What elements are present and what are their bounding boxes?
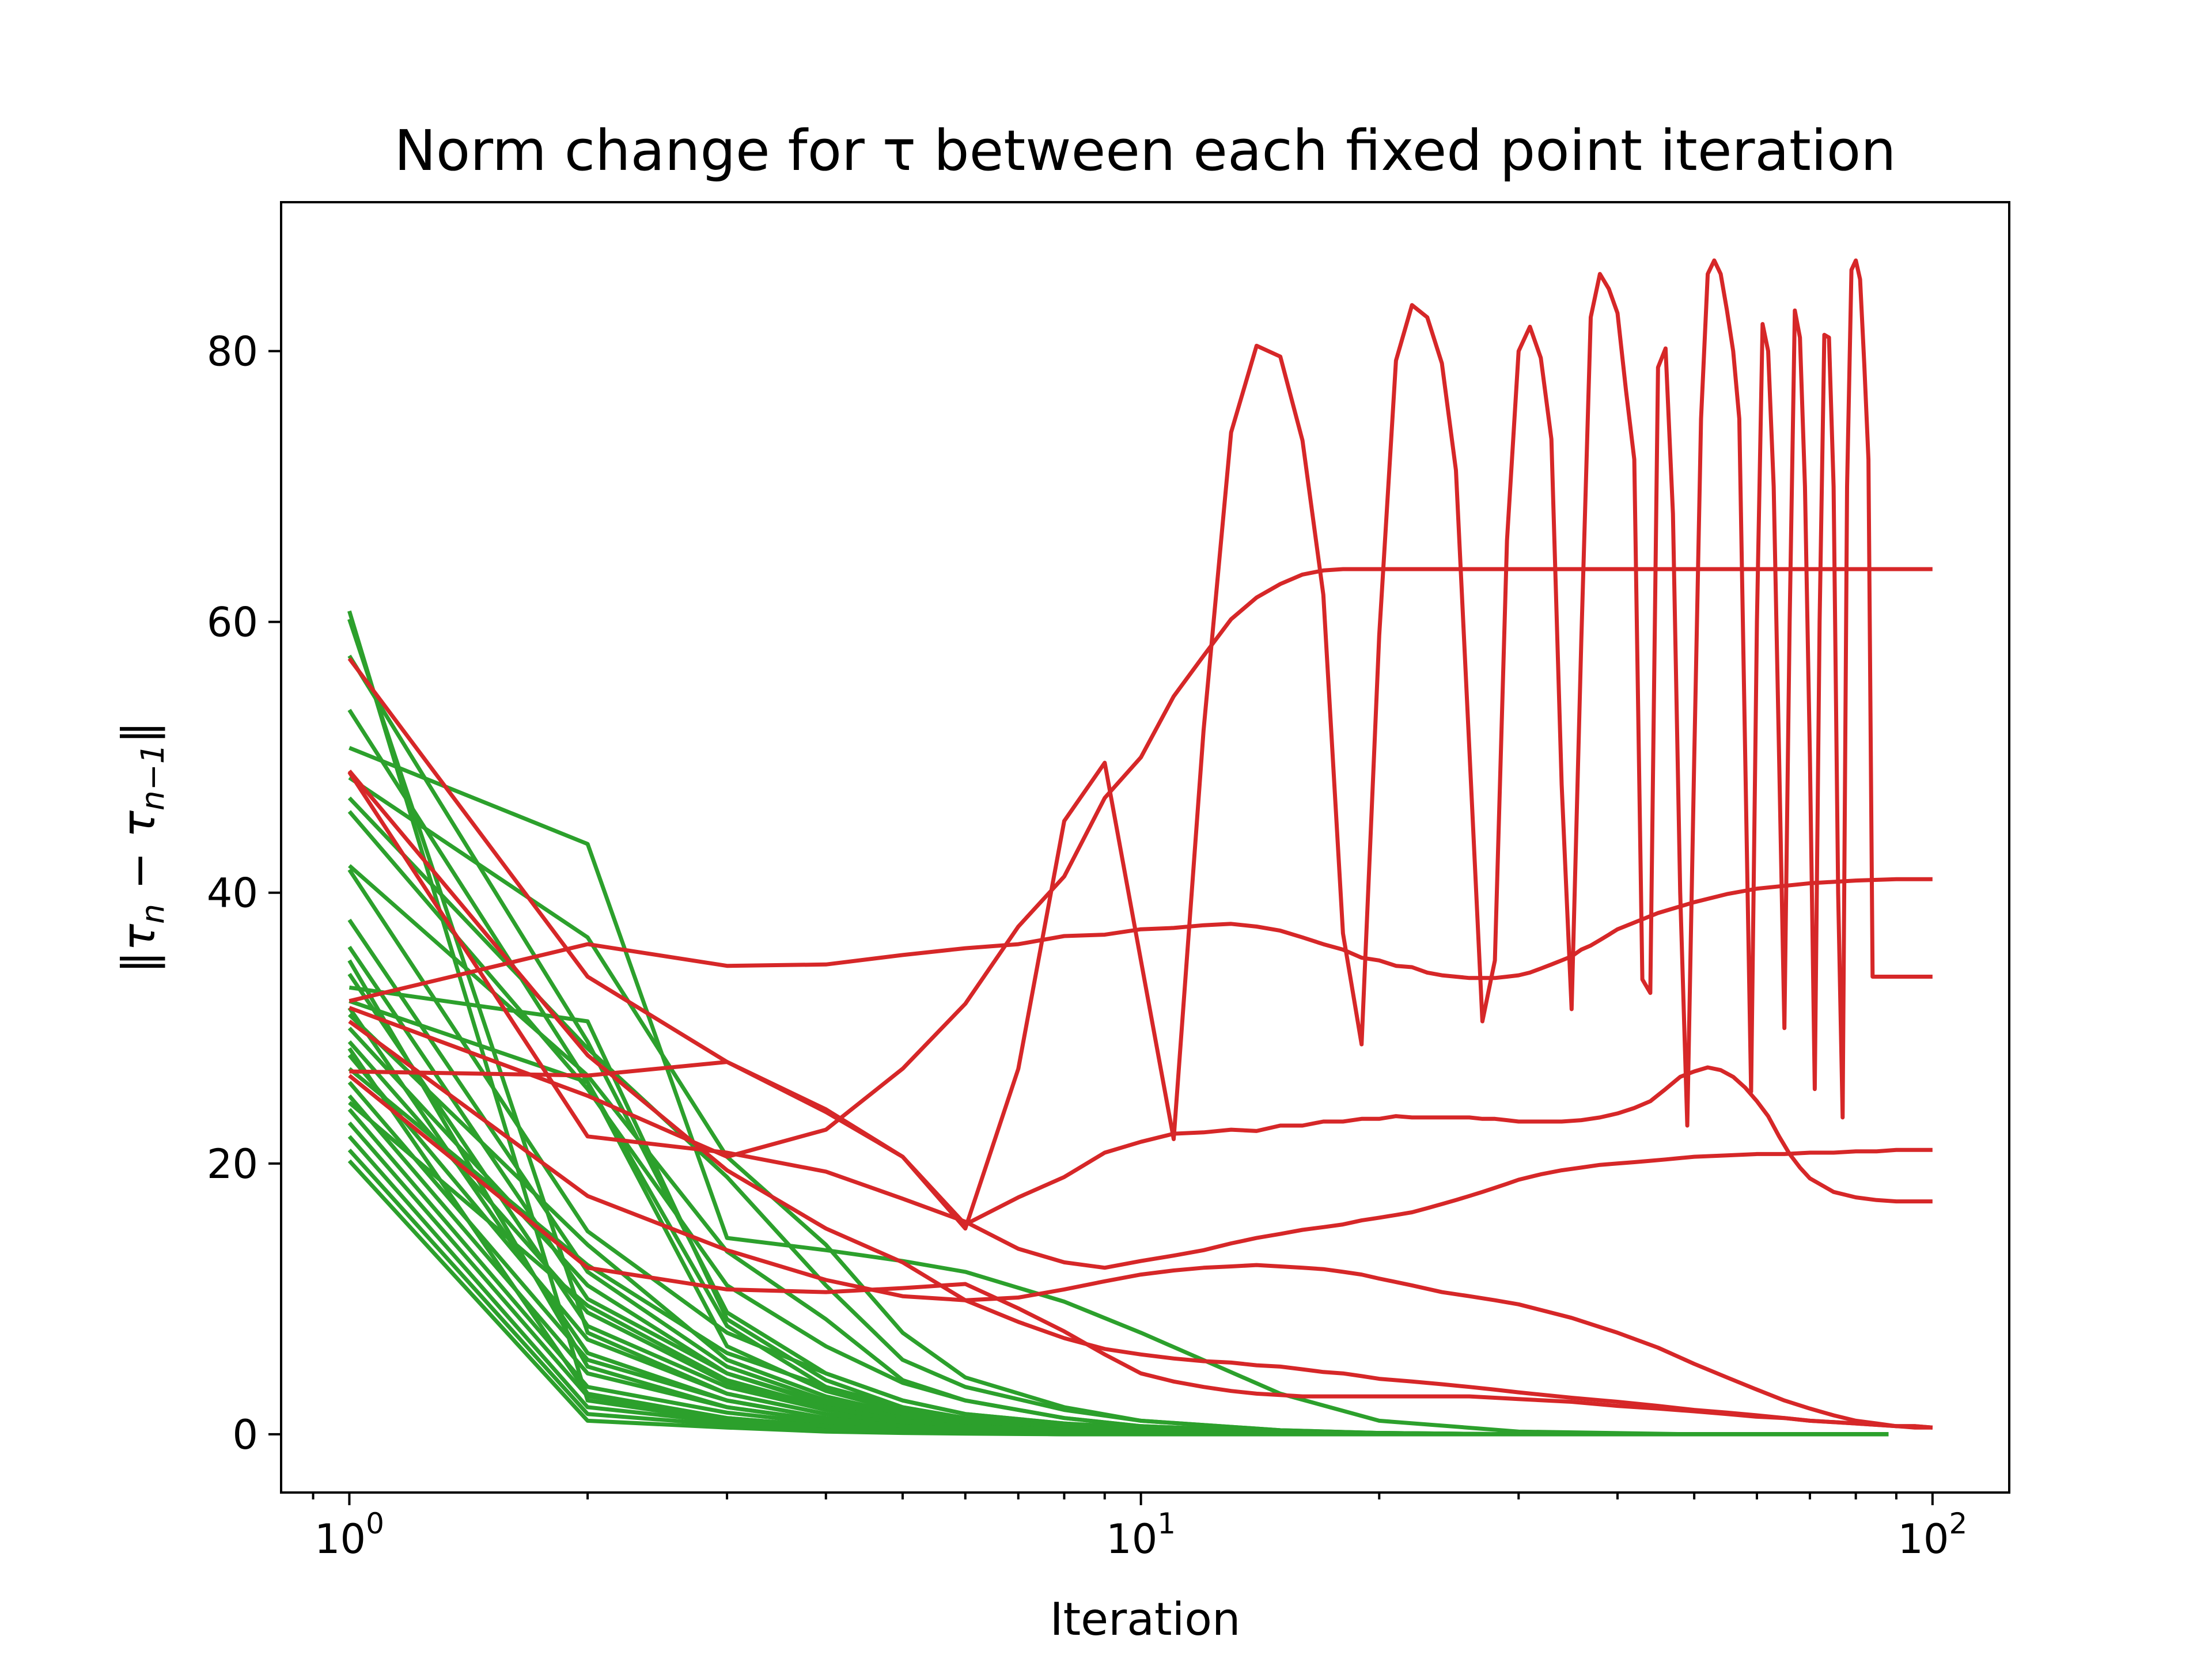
x-tick-label-2: 102 <box>1897 1507 1967 1563</box>
y-tick-label-4: 80 <box>207 328 258 376</box>
y-label-tau-n: τ <box>113 923 165 951</box>
x-tick-label-1: 101 <box>1106 1507 1176 1563</box>
y-label-open: ‖ <box>113 951 165 974</box>
y-tick-label-2: 40 <box>207 870 258 917</box>
diverging-series-line-7 <box>348 1074 1933 1430</box>
y-label-minus: − <box>113 838 165 904</box>
y-label-sub-n1: n−1 <box>134 744 171 810</box>
converging-series-line-12 <box>349 745 1889 1437</box>
x-axis-label: Iteration <box>1050 1594 1241 1646</box>
diverging-series-line-1 <box>347 258 1933 1231</box>
y-label-sub-n: n <box>134 904 171 924</box>
x-tick-exponent-1: 1 <box>1157 1507 1176 1540</box>
y-label-close: ‖ <box>113 721 165 744</box>
converging-series-line-38 <box>348 1101 1889 1437</box>
x-tick-exponent-0: 0 <box>366 1507 384 1540</box>
diverging-series-line-2 <box>349 877 1933 1003</box>
y-tick-label-1: 20 <box>207 1141 258 1188</box>
x-tick-base-2: 10 <box>1897 1516 1949 1563</box>
y-tick-label-0: 0 <box>232 1411 258 1459</box>
diverging-series-line-5 <box>348 1020 1933 1430</box>
axes-frame <box>280 201 2010 1494</box>
diverging-series-line-3 <box>349 1060 1933 1227</box>
diverging-series-line-4 <box>347 771 1933 1270</box>
x-tick-base-0: 10 <box>315 1516 366 1563</box>
converging-series-line-13 <box>348 776 1889 1437</box>
chart-title: Norm change for τ between each fixed poi… <box>394 118 1896 183</box>
y-label-tau-n1: τ <box>113 810 165 838</box>
x-tick-label-0: 100 <box>315 1507 384 1563</box>
series-layer <box>347 258 1933 1437</box>
x-tick-exponent-2: 2 <box>1949 1507 1967 1540</box>
x-tick-base-1: 10 <box>1106 1516 1157 1563</box>
y-axis-label: ‖τn − τn−1‖ <box>113 721 171 974</box>
y-tick-label-3: 60 <box>207 599 258 646</box>
